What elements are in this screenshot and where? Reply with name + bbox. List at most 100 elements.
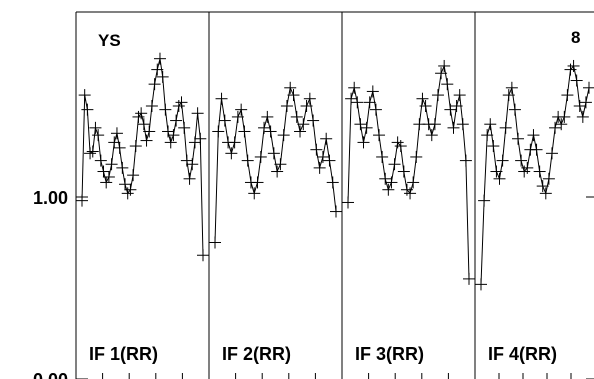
data-point [294,125,307,138]
data-point [110,127,123,140]
series-panel-1: IF 1(RR) [76,52,209,364]
data-point [487,140,500,153]
data-point [225,147,238,160]
series-panel-3: IF 3(RR) [342,59,475,364]
data-point [92,129,105,142]
data-point [129,140,142,153]
data-point [261,110,274,123]
series-panel-4: IF 4(RR) [475,59,594,364]
data-point [287,89,300,102]
data-point [404,187,417,200]
data-point [280,100,293,112]
data-point [209,236,221,249]
data-point [484,118,497,131]
data-point [127,169,140,182]
series-group: IF 1(RR) IF 2(RR) IF 3(RR) IF 4(RR) [76,52,594,364]
data-point [320,132,333,145]
data-point [105,158,118,171]
data-point [539,187,552,200]
data-point [290,110,303,123]
data-point [425,129,438,142]
data-point [475,278,487,291]
data-point [450,100,463,112]
data-point [215,92,228,105]
data-point [108,136,121,149]
data-point [555,118,568,131]
data-point [94,154,107,167]
data-point [164,136,177,149]
y-tick-label: 1.00 [33,188,68,208]
data-point [545,147,558,160]
data-point [156,70,169,83]
data-point [78,89,91,102]
data-point [561,89,574,102]
data-point [512,132,525,145]
data-point [300,100,313,112]
data-point [400,183,413,196]
data-point [348,81,361,94]
data-point [438,59,451,72]
data-point [121,187,134,200]
series-line [214,86,337,243]
data-point [274,158,287,171]
data-point [388,158,401,171]
data-point [188,136,201,149]
data-point [277,129,290,142]
top-right-label: 8 [571,28,580,47]
data-point [564,63,577,76]
data-point [481,129,494,142]
data-point [410,150,423,163]
data-point [241,154,254,167]
data-point [518,165,531,178]
data-point [369,103,382,116]
data-point [351,96,364,109]
data-point [354,118,367,131]
panel-label: IF 1(RR) [89,344,158,364]
data-point [435,67,448,80]
labels-group: YS 8 [98,28,580,50]
data-point [251,176,264,189]
data-point [81,103,94,116]
data-point [86,145,99,158]
data-point [113,141,126,154]
data-point [345,92,358,105]
data-point [313,161,326,174]
data-point [191,107,204,120]
data-point [407,176,420,189]
data-point [153,52,166,65]
data-point [231,110,244,123]
data-point [463,272,475,285]
data-point [536,180,549,193]
data-point [172,100,185,112]
data-point [376,150,389,163]
data-point [499,121,512,134]
data-point [271,165,284,178]
data-point [515,154,528,167]
data-point [175,96,188,109]
data-point [391,136,404,149]
data-point [135,107,148,120]
data-point [363,96,376,109]
data-point [496,154,509,167]
data-point [459,154,472,167]
data-point [180,154,193,167]
data-point [264,125,277,138]
panel-label: IF 2(RR) [222,344,291,364]
data-point [441,78,454,91]
data-point [419,100,432,112]
data-point [431,89,444,102]
data-point [100,176,113,189]
data-point [159,103,172,116]
data-point [570,74,583,87]
data-point [490,165,503,178]
data-point [310,143,323,156]
data-point [493,172,506,185]
data-point [558,110,571,123]
data-point [316,150,329,163]
data-point [167,129,180,142]
data-point [267,147,280,160]
data-point [235,103,248,116]
data-point [576,110,589,123]
data-point [542,172,555,185]
data-point [84,147,97,160]
